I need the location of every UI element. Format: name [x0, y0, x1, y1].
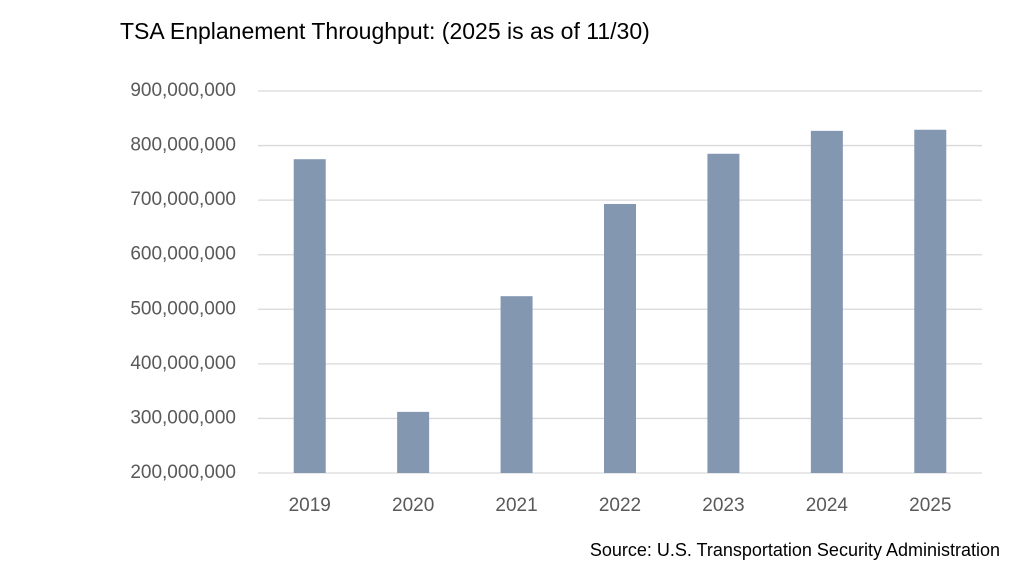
chart-title: TSA Enplanement Throughput: (2025 is as …: [120, 18, 650, 44]
x-tick-label: 2019: [289, 495, 331, 516]
x-tick-label: 2024: [806, 495, 849, 516]
bar: [604, 203, 636, 473]
y-tick-label: 600,000,000: [130, 244, 236, 265]
bar: [914, 129, 947, 473]
bar: [707, 153, 740, 473]
y-tick-label: 300,000,000: [130, 407, 236, 428]
y-tick-label: 800,000,000: [130, 135, 236, 156]
bar: [397, 411, 430, 473]
x-tick-label: 2023: [702, 495, 744, 516]
x-tick-label: 2022: [599, 495, 641, 516]
y-tick-label: 400,000,000: [130, 353, 236, 374]
y-tick-label: 200,000,000: [130, 462, 236, 483]
y-tick-label: 900,000,000: [130, 80, 236, 101]
y-tick-label: 500,000,000: [130, 298, 236, 319]
x-tick-label: 2021: [495, 495, 537, 516]
bar: [500, 296, 533, 473]
x-tick-label: 2025: [909, 495, 951, 516]
x-tick-label: 2020: [392, 495, 434, 516]
source-note: Source: U.S. Transportation Security Adm…: [590, 540, 1000, 560]
bar: [810, 130, 843, 473]
y-tick-label: 700,000,000: [130, 189, 236, 210]
bar: [293, 159, 326, 473]
